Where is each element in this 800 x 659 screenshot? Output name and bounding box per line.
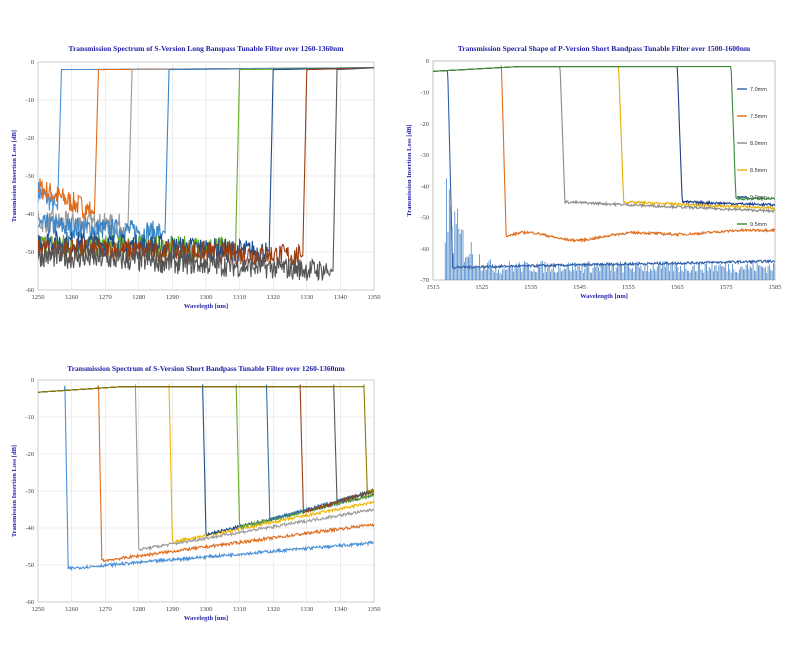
chart-p-short-bandpass: Transmission Specral Shape of P-Version … — [400, 40, 795, 315]
x-tick-label: 1260 — [65, 294, 78, 301]
y-tick-label: -50 — [25, 562, 34, 569]
y-axis-label: Transmission Insertion Loss [dB] — [11, 130, 18, 222]
legend-label: 9.5mm — [750, 222, 767, 228]
y-axis-label: Transmission Insertion Loss [dB] — [11, 445, 18, 537]
y-tick-label: -20 — [25, 451, 34, 458]
x-tick-label: 1525 — [475, 284, 488, 291]
legend-label: 8.0mm — [750, 141, 767, 147]
x-tick-label: 1350 — [368, 294, 381, 301]
x-tick-label: 1270 — [99, 294, 112, 301]
chart-3-svg: Transmission Spectrum of S-Version Short… — [11, 364, 381, 622]
x-tick-label: 1555 — [622, 284, 635, 291]
y-tick-label: -40 — [25, 211, 34, 218]
x-tick-label: 1270 — [99, 606, 112, 613]
x-axis-label: Wavelegth [nm] — [184, 303, 228, 310]
chart-title: Transmission Spectrum of S-Version Long … — [69, 44, 345, 53]
legend-label: 8.5mm — [750, 168, 767, 174]
x-tick-label: 1320 — [267, 606, 280, 613]
x-tick-label: 1290 — [166, 294, 179, 301]
y-tick-label: -10 — [25, 414, 34, 421]
y-tick-label: -50 — [25, 249, 34, 256]
x-tick-label: 1280 — [132, 606, 145, 613]
y-tick-label: 0 — [31, 59, 34, 66]
x-tick-label: 1340 — [334, 606, 347, 613]
x-tick-label: 1260 — [65, 606, 78, 613]
x-tick-label: 1300 — [200, 294, 213, 301]
x-tick-label: 1330 — [300, 606, 313, 613]
series-line-7 — [38, 67, 374, 267]
y-tick-label: -40 — [25, 525, 34, 532]
y-tick-label: -60 — [25, 287, 34, 294]
y-tick-label: -30 — [420, 152, 429, 159]
x-tick-label: 1300 — [200, 606, 213, 613]
y-axis-label: Transmission Insertion Loss [dB] — [406, 124, 413, 216]
series-group — [433, 65, 775, 280]
x-tick-label: 1575 — [720, 284, 733, 291]
x-tick-label: 1535 — [524, 284, 537, 291]
x-tick-label: 1330 — [300, 294, 313, 301]
chart-long-bandpass: Transmission Spectrum of S-Version Long … — [8, 40, 384, 315]
chart-title: Transmission Spectrum of S-Version Short… — [67, 364, 345, 373]
legend-label: 7.5mm — [750, 114, 767, 120]
y-tick-label: -20 — [25, 135, 34, 142]
legend-label: 9.0mm — [750, 195, 767, 201]
series-line-6 — [433, 66, 775, 202]
chart-2-svg: Transmission Specral Shape of P-Version … — [406, 44, 782, 300]
series-line-1 — [433, 69, 775, 270]
plot-area — [432, 60, 776, 281]
x-tick-label: 1250 — [32, 606, 45, 613]
y-tick-label: 0 — [31, 377, 34, 384]
x-tick-label: 1340 — [334, 294, 347, 301]
y-tick-label: -30 — [25, 488, 34, 495]
y-tick-label: -20 — [420, 121, 429, 128]
x-tick-label: 1310 — [233, 294, 246, 301]
y-tick-label: -40 — [420, 183, 429, 190]
y-tick-label: -30 — [25, 173, 34, 180]
chart-1-svg: Transmission Spectrum of S-Version Long … — [11, 44, 381, 310]
legend-label: 7.0mm — [750, 87, 767, 93]
x-tick-label: 1250 — [32, 294, 45, 301]
x-tick-label: 1565 — [671, 284, 684, 291]
x-axis-label: Wavelength [nm] — [580, 293, 628, 300]
x-tick-label: 1280 — [132, 294, 145, 301]
x-tick-label: 1585 — [769, 284, 782, 291]
chart-s-short-bandpass: Transmission Spectrum of S-Version Short… — [8, 360, 384, 625]
x-tick-label: 1545 — [573, 284, 586, 291]
chart-title: Transmission Specral Shape of P-Version … — [458, 44, 751, 53]
x-tick-label: 1310 — [233, 606, 246, 613]
x-tick-label: 1320 — [267, 294, 280, 301]
series-line-1 — [38, 385, 374, 572]
y-tick-label: -70 — [420, 277, 429, 284]
x-axis-label: Wavelegth [nm] — [184, 615, 228, 622]
y-tick-label: -10 — [25, 97, 34, 104]
series-group — [38, 67, 374, 282]
series-group — [38, 383, 374, 572]
x-tick-label: 1290 — [166, 606, 179, 613]
x-tick-label: 1350 — [368, 606, 381, 613]
series-line-8 — [38, 67, 374, 282]
y-tick-label: -50 — [420, 215, 429, 222]
series-line-10 — [38, 383, 374, 494]
x-tick-label: 1515 — [427, 284, 440, 291]
y-tick-label: -10 — [420, 89, 429, 96]
y-tick-label: -60 — [420, 246, 429, 253]
y-tick-label: 0 — [426, 58, 429, 65]
y-tick-label: -60 — [25, 599, 34, 606]
